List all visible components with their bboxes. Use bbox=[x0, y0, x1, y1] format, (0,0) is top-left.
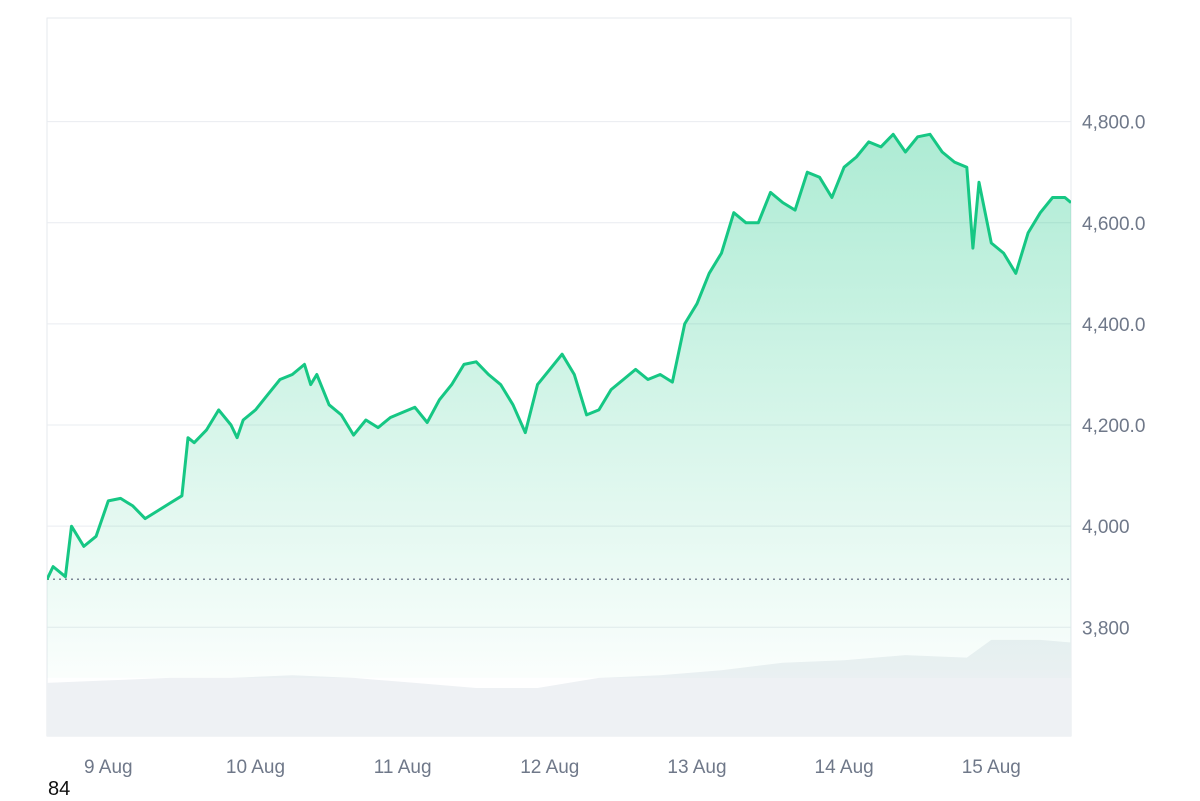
y-tick-label: 4,800.0 bbox=[1082, 113, 1145, 134]
y-tick-label: 4,200.0 bbox=[1082, 416, 1145, 437]
x-axis-ticks: 9 Aug 10 Aug 11 Aug 12 Aug 13 Aug 14 Aug 15 Au… bbox=[84, 757, 1021, 778]
price-area-fill bbox=[47, 134, 1071, 678]
footer-number: 84 bbox=[48, 778, 71, 800]
y-tick-label: 4,600.0 bbox=[1082, 214, 1145, 235]
x-tick-label: 13 Aug bbox=[667, 757, 726, 778]
y-tick-label: 4,400.0 bbox=[1082, 315, 1145, 336]
x-tick-label: 14 Aug bbox=[815, 757, 874, 778]
y-tick-label: 3,800 bbox=[1082, 618, 1130, 639]
x-tick-label: 12 Aug bbox=[520, 757, 579, 778]
x-tick-label: 9 Aug bbox=[84, 757, 133, 778]
x-tick-label: 15 Aug bbox=[962, 757, 1021, 778]
x-tick-label: 10 Aug bbox=[226, 757, 285, 778]
y-axis-ticks: 3,800 4,000 4,200.0 4,400.0 4,600.0 4,800.0 bbox=[1082, 113, 1145, 640]
x-tick-label: 11 Aug bbox=[374, 757, 432, 778]
y-tick-label: 4,000 bbox=[1082, 517, 1130, 538]
price-line bbox=[47, 132, 1071, 580]
